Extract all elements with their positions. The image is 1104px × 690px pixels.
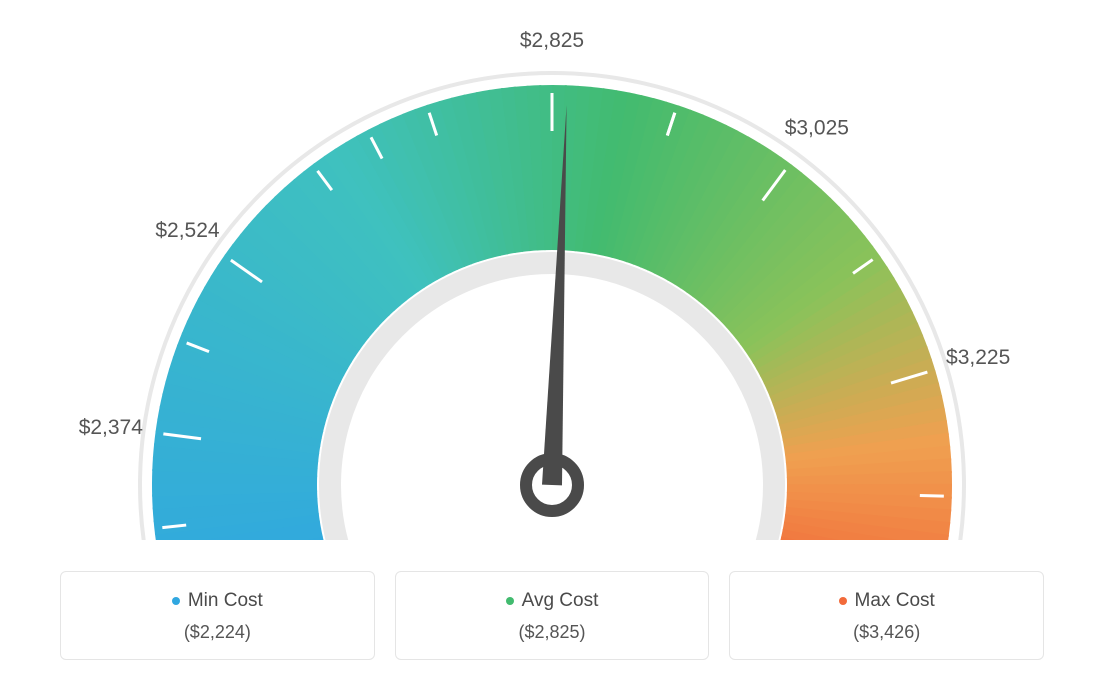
svg-text:$2,524: $2,524 (155, 219, 220, 242)
svg-text:$2,825: $2,825 (520, 29, 584, 52)
max-cost-header: Max Cost (742, 590, 1031, 612)
gauge-svg: $2,224$2,374$2,524$2,825$3,025$3,225$3,4… (0, 0, 1104, 540)
min-cost-card: Min Cost ($2,224) (60, 571, 375, 660)
summary-cards: Min Cost ($2,224) Avg Cost ($2,825) Max … (60, 571, 1044, 660)
min-cost-label: Min Cost (188, 590, 263, 612)
avg-cost-dot-icon (506, 597, 514, 605)
svg-text:$3,025: $3,025 (785, 116, 849, 139)
max-cost-label: Max Cost (855, 590, 935, 612)
min-cost-dot-icon (172, 597, 180, 605)
max-cost-value: ($3,426) (742, 622, 1031, 643)
avg-cost-label: Avg Cost (522, 590, 599, 612)
min-cost-value: ($2,224) (73, 622, 362, 643)
max-cost-card: Max Cost ($3,426) (729, 571, 1044, 660)
avg-cost-value: ($2,825) (408, 622, 697, 643)
min-cost-header: Min Cost (73, 590, 362, 612)
svg-text:$2,374: $2,374 (79, 416, 144, 439)
gauge-chart: $2,224$2,374$2,524$2,825$3,025$3,225$3,4… (0, 0, 1104, 540)
max-cost-dot-icon (839, 597, 847, 605)
avg-cost-card: Avg Cost ($2,825) (395, 571, 710, 660)
svg-text:$3,225: $3,225 (946, 346, 1010, 369)
avg-cost-header: Avg Cost (408, 590, 697, 612)
